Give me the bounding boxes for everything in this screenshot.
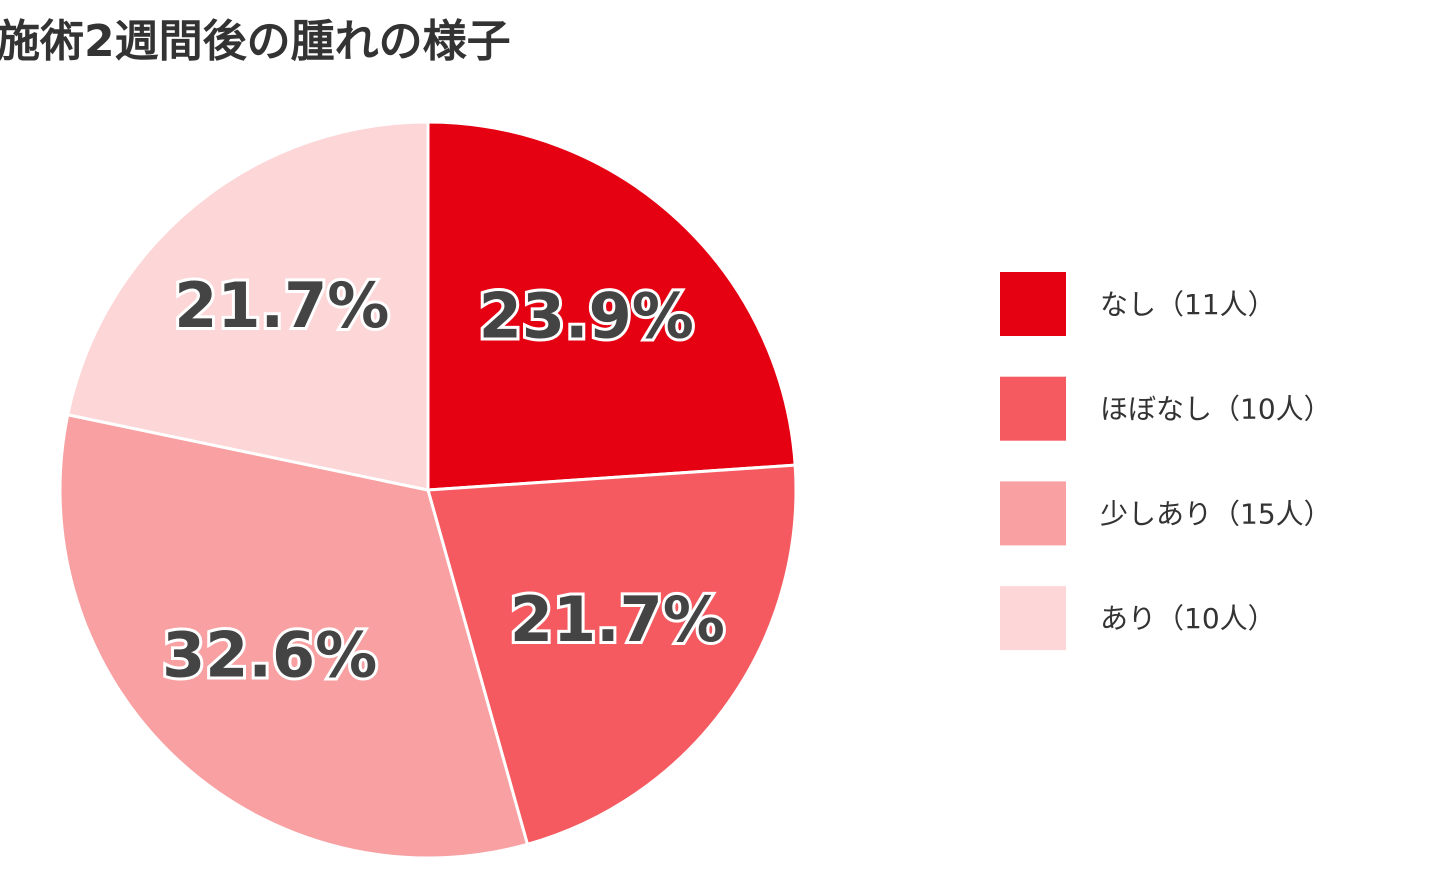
chart-title: 施術2週間後の腫れの様子 bbox=[0, 16, 511, 67]
pie-slice bbox=[426, 120, 797, 492]
value-label: 23.9% bbox=[479, 280, 694, 353]
legend-label: ほぼなし（10人） bbox=[1100, 393, 1332, 426]
value-label: 32.6% bbox=[162, 618, 377, 691]
legend-swatch bbox=[1000, 376, 1066, 441]
pie-slice bbox=[426, 463, 798, 847]
pie-slice bbox=[58, 412, 530, 860]
legend-label: あり（10人） bbox=[1100, 602, 1276, 635]
legend-swatch bbox=[1000, 272, 1066, 336]
legend-label: なし（11人） bbox=[1100, 288, 1276, 321]
legend-swatch bbox=[1000, 481, 1066, 546]
value-label: 21.7% bbox=[174, 269, 389, 342]
legend-label: 少しあり（15人） bbox=[1100, 497, 1332, 530]
value-label: 21.7% bbox=[510, 583, 725, 656]
pie-slice bbox=[66, 120, 430, 492]
legend-swatch bbox=[1000, 586, 1066, 651]
